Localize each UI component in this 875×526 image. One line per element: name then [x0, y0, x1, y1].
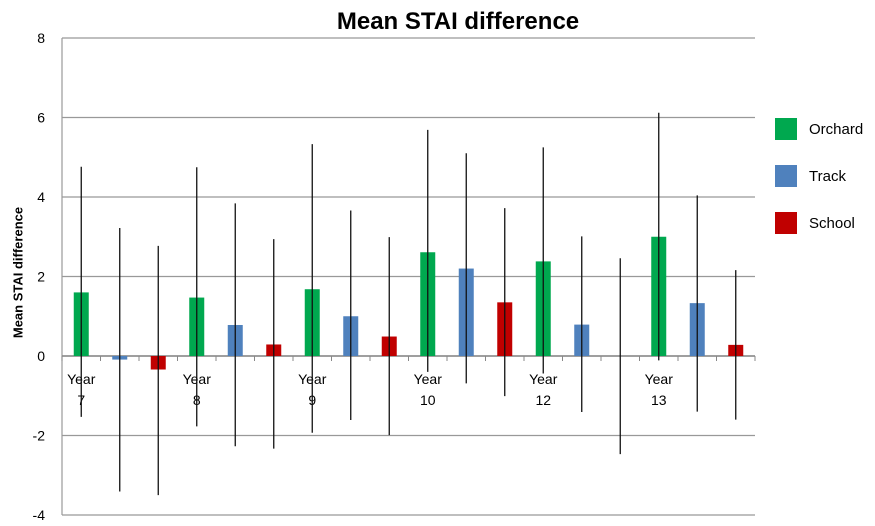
legend-label: Orchard	[809, 120, 864, 138]
legend-swatch	[775, 212, 797, 234]
y-tick-label: 8	[37, 30, 45, 46]
legend-item-school: School	[775, 212, 855, 234]
x-tick-label: 12	[535, 392, 551, 408]
legend-label: Track	[809, 167, 846, 185]
legend-item-orchard: Orchard	[775, 118, 863, 140]
y-tick-label: 0	[37, 348, 45, 364]
x-tick-label: 10	[420, 392, 436, 408]
y-tick-label: 6	[37, 110, 45, 126]
legend-item-track: Track	[775, 165, 846, 187]
legend-swatch	[775, 165, 797, 187]
legend-label: School	[809, 214, 855, 232]
x-tick-label: Year	[414, 371, 443, 387]
legend-swatch	[775, 118, 797, 140]
y-tick-label: 4	[37, 189, 45, 205]
chart-title: Mean STAI difference	[336, 8, 580, 35]
x-tick-label: 13	[651, 392, 667, 408]
y-tick-label: 2	[37, 269, 45, 285]
y-tick-label: -2	[33, 428, 46, 444]
x-tick-label: Year	[645, 371, 674, 387]
y-tick-label: -4	[33, 507, 46, 523]
x-tick-label: Year	[529, 371, 558, 387]
